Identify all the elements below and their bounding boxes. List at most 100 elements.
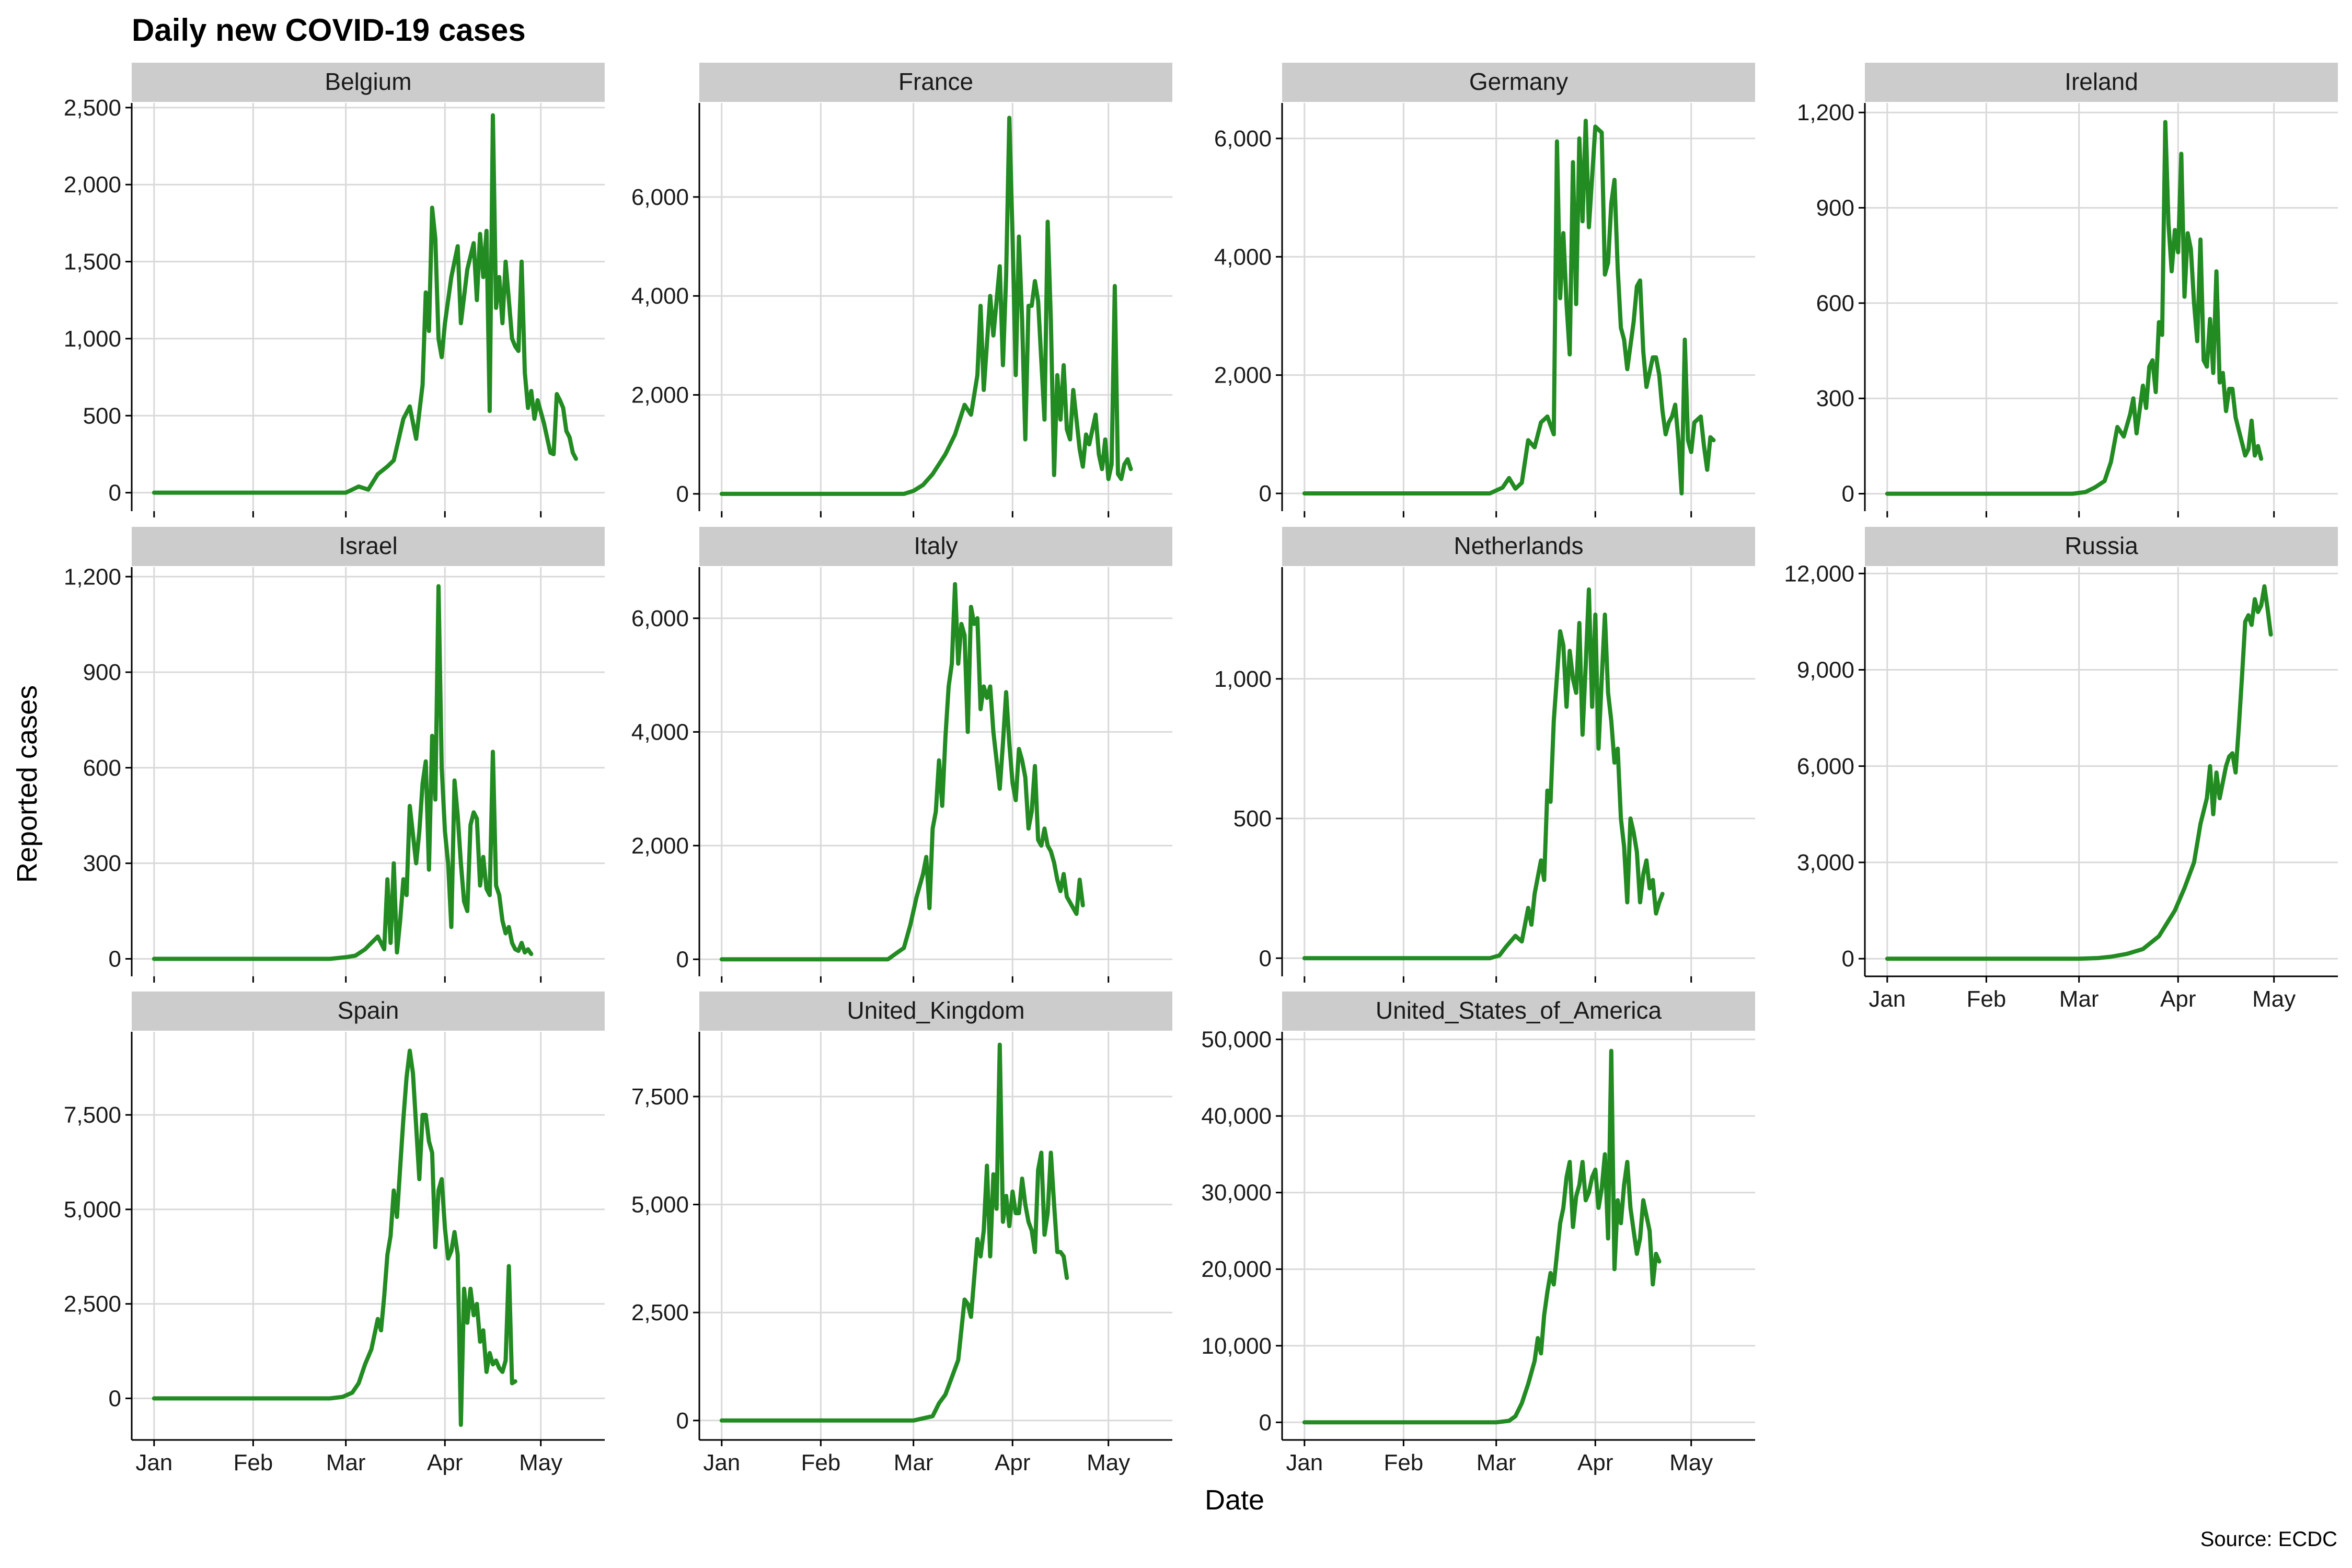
x-tick-label: Feb [1383,1450,1423,1475]
y-tick-label: 500 [83,403,121,429]
series-line-italy [719,582,1085,962]
series-line-israel [152,584,534,961]
facet-label: France [898,68,973,95]
y-tick-label: 1,500 [64,249,121,275]
series-line-spain [152,1048,517,1427]
y-tick-label: 2,000 [64,172,121,198]
y-tick-label: 0 [1842,481,1854,507]
x-axis-title: Date [1205,1484,1264,1516]
facet-label: Germany [1469,68,1568,95]
facet-strip [1282,63,1755,102]
x-tick-label: Mar [326,1450,366,1475]
y-tick-label: 5,000 [64,1197,121,1223]
series-line-ireland [1885,120,2264,496]
x-tick-label: Apr [2160,986,2196,1012]
y-tick-label: 7,500 [631,1084,689,1110]
y-tick-label: 3,000 [1797,850,1854,875]
facet-strip [699,527,1172,566]
series-line-russia [1885,584,2273,961]
facet-panel-israel: Israel 0 300 600 900 1,200 [64,527,605,983]
facet-label: Spain [338,997,399,1024]
y-tick-label: 2,000 [631,833,689,859]
y-tick-label: 1,000 [64,326,121,352]
y-tick-label: 300 [83,851,121,877]
y-tick-label: 1,200 [64,564,121,590]
x-tick-label: Feb [233,1450,273,1475]
y-tick-label: 600 [83,755,121,781]
x-tick-label: Jan [135,1450,172,1475]
facet-panel-italy: Italy 0 2,000 4,000 6,000 [631,527,1172,983]
y-tick-label: 40,000 [1201,1103,1272,1129]
series-line-united-kingdom [719,1042,1069,1423]
facet-panel-russia: Russia 0 3,000 6,000 9,000 12,000 Jan Feb Mar Apr… [1784,527,2338,1012]
y-tick-label: 50,000 [1201,1027,1272,1053]
y-tick-label: 6,000 [631,185,689,210]
facet-strip [1865,527,2338,566]
y-tick-label: 1,200 [1797,100,1854,125]
y-tick-label: 6,000 [631,606,689,631]
y-tick-label: 9,000 [1797,658,1854,683]
x-tick-label: May [519,1450,562,1475]
y-tick-label: 0 [109,946,121,972]
y-tick-label: 12,000 [1784,561,1854,586]
series-line-france [719,116,1133,496]
y-tick-label: 30,000 [1201,1180,1272,1206]
y-axis-title: Reported cases [11,685,43,883]
y-tick-label: 900 [83,660,121,685]
y-tick-label: 6,000 [1214,126,1272,152]
facet-panels: Belgium 0 500 1,000 1,500 2,000 2,500 France 0 2,… [64,63,2338,1475]
x-tick-label: Mar [894,1450,933,1475]
x-tick-label: Mar [1477,1450,1516,1475]
y-tick-label: 0 [1259,481,1272,506]
y-tick-label: 10,000 [1201,1333,1272,1359]
y-tick-label: 0 [1259,946,1272,971]
y-tick-label: 2,500 [64,95,121,121]
y-tick-label: 500 [1233,806,1272,832]
x-tick-label: Jan [1286,1450,1323,1475]
y-tick-label: 0 [109,1386,121,1411]
facet-strip [699,63,1172,102]
x-tick-label: Jan [703,1450,740,1475]
facet-label: Italy [914,532,958,559]
facet-panel-netherlands: Netherlands 0 500 1,000 [1214,527,1755,983]
y-tick-label: 20,000 [1201,1256,1272,1282]
y-tick-label: 600 [1816,291,1854,316]
y-tick-label: 7,500 [64,1102,121,1128]
facet-label: Belgium [325,68,411,95]
y-tick-label: 0 [676,1408,689,1434]
y-tick-label: 4,000 [631,719,689,745]
x-tick-label: Apr [427,1450,463,1475]
source-caption: Source: ECDC [2200,1528,2337,1551]
y-tick-label: 0 [1842,946,1854,972]
y-tick-label: 5,000 [631,1192,689,1218]
y-tick-label: 900 [1816,195,1854,221]
x-tick-label: May [2252,986,2296,1012]
x-tick-label: Feb [801,1450,840,1475]
y-tick-label: 2,000 [1214,363,1272,388]
y-tick-label: 4,000 [1214,244,1272,270]
x-tick-label: Mar [2059,986,2099,1012]
facet-label: United_Kingdom [847,997,1024,1024]
facet-panel-belgium: Belgium 0 500 1,000 1,500 2,000 2,500 [64,63,605,517]
series-line-belgium [152,113,578,495]
y-tick-label: 6,000 [1797,754,1854,779]
x-tick-label: May [1669,1450,1713,1475]
x-tick-label: Apr [995,1450,1030,1475]
series-line-netherlands [1302,587,1665,961]
facet-strip [132,63,605,102]
y-tick-label: 2,500 [64,1292,121,1317]
x-tick-label: May [1087,1450,1130,1475]
facet-strip [1282,527,1755,566]
facet-label: Russia [2065,532,2138,559]
series-line-germany [1302,119,1716,495]
y-tick-label: 2,500 [631,1300,689,1325]
facet-strip [699,991,1172,1031]
x-tick-label: Jan [1869,986,1906,1012]
y-tick-label: 0 [109,480,121,506]
facet-label: United_States_of_America [1376,997,1662,1024]
chart-title: Daily new COVID-19 cases [132,13,526,48]
facet-panel-united-states-of-america: United_States_of_America 0 10,000 20,000 30,… [1201,991,1755,1475]
facet-strip [132,527,605,566]
y-tick-label: 300 [1816,386,1854,411]
